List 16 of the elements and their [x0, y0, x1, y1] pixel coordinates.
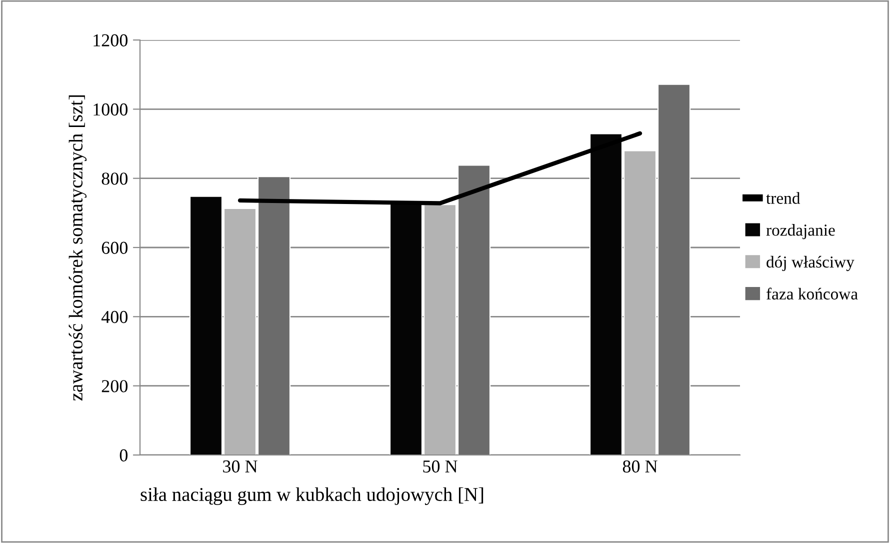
- legend-label: dój właściwy: [766, 256, 854, 272]
- y-tick-label: 600: [102, 242, 128, 254]
- y-tick-label: 800: [102, 172, 128, 185]
- x-tick-label: 80 N: [622, 460, 658, 473]
- y-tick-label: 1000: [94, 103, 128, 116]
- y-tick-label: 400: [101, 310, 128, 324]
- x-tick-label: 50 N: [423, 460, 458, 473]
- legend-label: faza końcowa: [766, 288, 858, 300]
- x-axis-title: siła naciągu gum w kubkach udojowych [N]: [140, 487, 484, 506]
- legend-label: rozdajanie: [766, 224, 835, 240]
- y-tick-label: 0: [120, 449, 128, 462]
- y-tick-label: 1200: [94, 34, 128, 46]
- legend-label: trend: [766, 192, 800, 204]
- y-axis-title: zawartość komórek somatycznych [szt]: [68, 95, 87, 401]
- y-tick-label: 200: [102, 380, 128, 392]
- x-tick-label: 30 N: [223, 460, 258, 473]
